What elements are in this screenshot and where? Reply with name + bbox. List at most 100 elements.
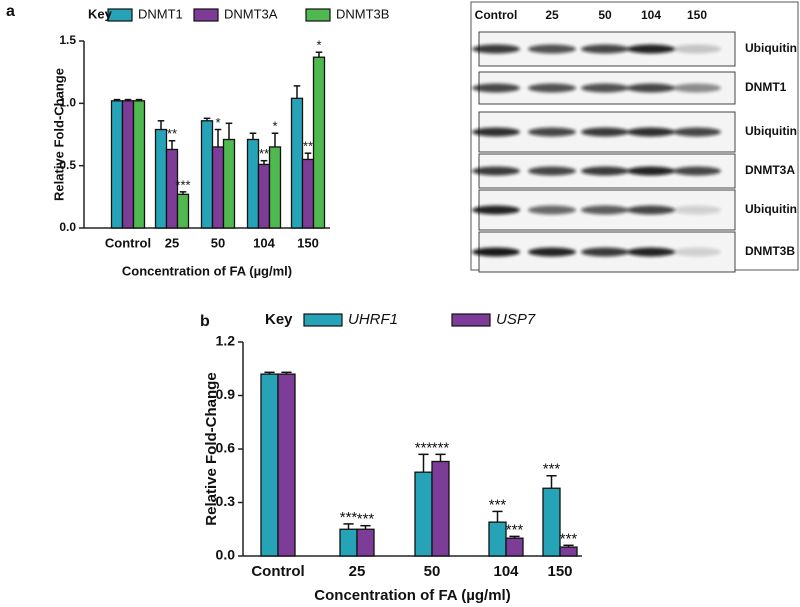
significance-label: *** <box>175 177 190 192</box>
bar <box>312 56 326 229</box>
bar <box>488 521 507 557</box>
blot-band <box>528 205 576 215</box>
bar <box>260 373 279 557</box>
blot-band <box>472 166 520 176</box>
significance-label: ** <box>259 146 269 161</box>
x-tick-label: Control <box>105 235 151 250</box>
blot-band <box>673 83 721 93</box>
bar <box>176 193 190 229</box>
legend-title: Key <box>88 6 113 21</box>
blot-band <box>581 166 629 176</box>
significance-label: *** <box>340 509 358 526</box>
blot-band <box>673 127 721 137</box>
band-label: Ubiquitin <box>745 41 797 55</box>
blot-band <box>528 127 576 137</box>
bar <box>110 100 124 229</box>
bar <box>301 158 315 229</box>
blot-band <box>627 205 675 215</box>
legend-swatch <box>303 313 343 327</box>
blot-band <box>673 247 721 257</box>
blot-band <box>627 127 675 137</box>
blot-band <box>581 44 629 54</box>
x-tick-label: 25 <box>349 563 366 580</box>
bar <box>290 97 304 229</box>
legend-swatch <box>305 8 331 22</box>
panel-label: a <box>6 3 15 20</box>
y-axis-title: Relative Fold-Change <box>51 68 66 201</box>
y-axis-title: Relative Fold-Change <box>203 372 220 525</box>
y-tick-label: 1.0 <box>59 96 76 110</box>
x-tick-label: 104 <box>253 235 275 250</box>
blot-band <box>528 83 576 93</box>
blot-band <box>627 44 675 54</box>
blot-band <box>528 247 576 257</box>
blot-band <box>581 127 629 137</box>
bar <box>268 146 282 229</box>
y-tick-label: 0.5 <box>59 158 76 172</box>
y-tick-label: 0.6 <box>216 440 236 456</box>
legend-label: DNMT1 <box>138 6 183 21</box>
bar <box>277 373 296 557</box>
lane-label: 150 <box>687 8 707 22</box>
significance-label: ** <box>167 126 177 141</box>
band-label: DNMT1 <box>745 80 787 94</box>
lane-label: Control <box>475 8 518 22</box>
bar <box>246 138 260 229</box>
y-tick-label: 1.5 <box>59 33 76 47</box>
significance-label: * <box>215 115 220 130</box>
x-tick-label: 25 <box>165 235 179 250</box>
blot-band <box>627 166 675 176</box>
x-axis-title: Concentration of FA (µg/ml) <box>122 263 292 278</box>
x-tick-label: 150 <box>297 235 319 250</box>
blot-band <box>673 205 721 215</box>
legend-label: UHRF1 <box>348 311 398 328</box>
legend-label: DNMT3A <box>224 6 278 21</box>
bar <box>431 460 450 557</box>
bar <box>339 528 358 557</box>
y-tick-label: 0.0 <box>59 220 76 234</box>
lane-label: 25 <box>545 8 559 22</box>
y-tick-label: 0.3 <box>216 493 236 509</box>
x-axis-title: Concentration of FA (µg/ml) <box>314 587 510 604</box>
blot-band <box>581 205 629 215</box>
blot-band <box>627 247 675 257</box>
bar <box>211 146 225 229</box>
bar <box>414 471 433 557</box>
band-label: Ubiquitin <box>745 124 797 138</box>
western-blot: Control 25 50 104 150 Ubiquitin DNMT1 Ubiquitin… <box>470 1 799 273</box>
legend-label: DNMT3B <box>336 6 389 21</box>
bar <box>121 100 135 229</box>
significance-label: *** <box>415 439 433 456</box>
bar <box>559 546 578 557</box>
significance-label: * <box>272 119 277 134</box>
legend-swatch <box>107 8 133 22</box>
blot-band <box>581 247 629 257</box>
bar <box>200 120 214 229</box>
legend-swatch <box>193 8 219 22</box>
blot-band <box>472 247 520 257</box>
legend-swatch <box>451 313 491 327</box>
band-label: DNMT3A <box>745 163 795 177</box>
x-tick-label: 104 <box>493 563 519 580</box>
lane-label: 104 <box>641 8 661 22</box>
blot-band <box>472 83 520 93</box>
x-tick-label: 150 <box>547 563 572 580</box>
significance-label: *** <box>543 461 561 478</box>
bar <box>132 100 146 229</box>
x-tick-label: 50 <box>424 563 441 580</box>
blot-band <box>673 166 721 176</box>
bar <box>356 528 375 557</box>
significance-label: *** <box>506 521 524 538</box>
significance-label: *** <box>489 496 507 513</box>
panel-label: b <box>200 313 210 330</box>
y-tick-label: 0.9 <box>216 386 236 402</box>
legend-title: Key <box>265 311 293 328</box>
band-label: Ubiquitin <box>745 202 797 216</box>
x-tick-label: 50 <box>211 235 225 250</box>
lane-label: 50 <box>598 8 612 22</box>
legend-label: USP7 <box>496 311 536 328</box>
y-tick-label: 0.0 <box>216 547 236 563</box>
significance-label: *** <box>432 439 450 456</box>
blot-band <box>472 44 520 54</box>
